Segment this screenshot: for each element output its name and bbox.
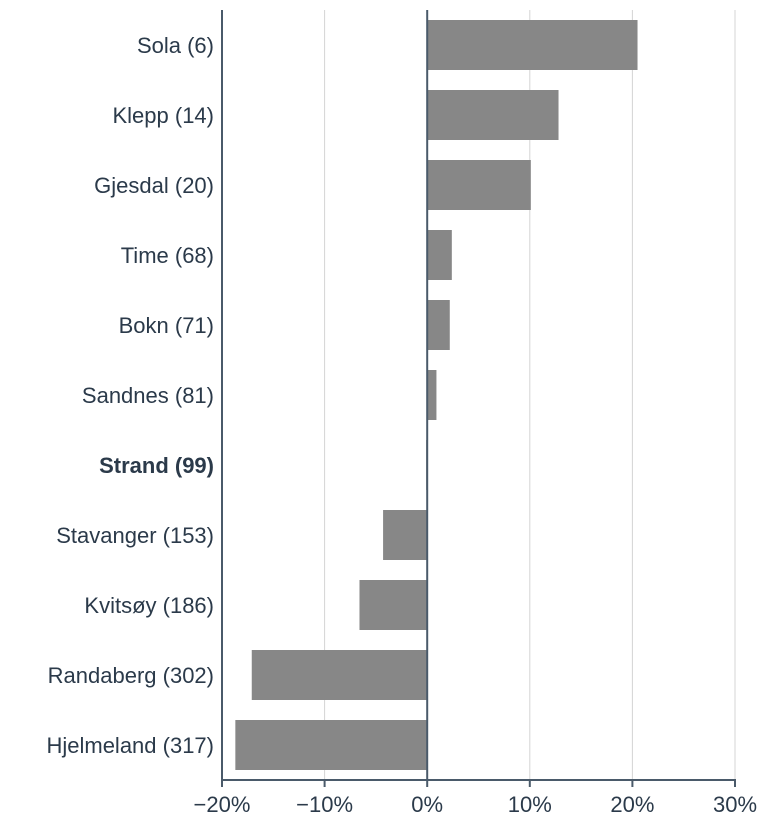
- x-tick-labels: −20% −10% 0% 10% 20% 30%: [194, 792, 757, 817]
- category-label: Sola (6): [137, 33, 214, 58]
- x-tick-label: 0%: [411, 792, 443, 817]
- bar: [427, 160, 531, 210]
- category-labels: Sola (6) Klepp (14) Gjesdal (20) Time (68) B…: [46, 33, 214, 758]
- category-label: Time (68): [121, 243, 214, 268]
- category-label: Strand (99): [99, 453, 214, 478]
- bar: [427, 20, 638, 70]
- axes: [221, 10, 736, 787]
- x-tick-label: 20%: [610, 792, 654, 817]
- bar: [383, 510, 428, 560]
- category-label: Randaberg (302): [48, 663, 214, 688]
- x-tick-label: −10%: [296, 792, 353, 817]
- category-label: Klepp (14): [112, 103, 214, 128]
- bar: [359, 580, 428, 630]
- category-label: Bokn (71): [119, 313, 214, 338]
- category-label: Stavanger (153): [56, 523, 214, 548]
- category-label: Gjesdal (20): [94, 173, 214, 198]
- x-tick-label: 10%: [508, 792, 552, 817]
- category-label: Sandnes (81): [82, 383, 214, 408]
- bar: [235, 720, 428, 770]
- bar: [251, 650, 428, 700]
- category-label: Kvitsøy (186): [84, 593, 214, 618]
- category-label: Hjelmeland (317): [46, 733, 214, 758]
- x-tick-label: −20%: [194, 792, 251, 817]
- x-tick-label: 30%: [713, 792, 757, 817]
- bar: [427, 300, 450, 350]
- bar: [427, 90, 559, 140]
- bars: [235, 20, 638, 770]
- bar: [427, 370, 437, 420]
- bar: [427, 230, 452, 280]
